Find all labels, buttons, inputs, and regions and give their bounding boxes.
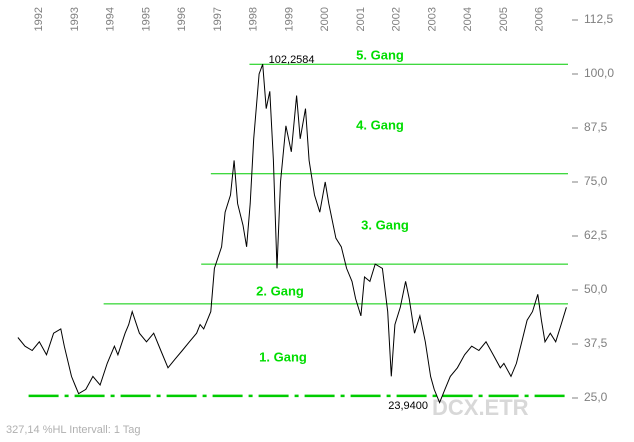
- x-tick-label: 1995: [140, 7, 152, 31]
- y-tick-label: 25,0: [584, 390, 608, 404]
- footer: 327,14 %HL Intervall: 1 Tag: [6, 424, 141, 436]
- x-tick-label: 1996: [176, 7, 188, 31]
- x-tick-label: 1994: [105, 7, 117, 31]
- y-tick-label: 75,0: [584, 174, 608, 188]
- extreme-label: 102,2584: [269, 54, 315, 66]
- x-tick-label: 2005: [498, 7, 510, 31]
- x-tick-label: 1997: [212, 7, 224, 31]
- x-tick-label: 1993: [69, 7, 81, 31]
- x-tick-label: 2004: [462, 7, 474, 31]
- y-tick-label: 37,5: [584, 336, 608, 350]
- y-tick-label: 62,5: [584, 228, 608, 242]
- symbol-watermark: DCX.ETR: [432, 395, 529, 420]
- x-tick-label: 1998: [248, 7, 260, 31]
- x-tick-label: 2006: [534, 7, 546, 31]
- price-line: [17, 64, 567, 404]
- gang-label: 5. Gang: [356, 47, 404, 62]
- gang-label: 2. Gang: [256, 283, 304, 298]
- y-tick-label: 50,0: [584, 282, 608, 296]
- gang-label: 1. Gang: [259, 349, 307, 364]
- x-tick-label: 1992: [33, 7, 45, 31]
- x-tick-label: 2003: [426, 7, 438, 31]
- y-tick-label: 100,0: [584, 66, 614, 80]
- x-tick-label: 2001: [355, 7, 367, 31]
- x-tick-label: 1999: [283, 7, 295, 31]
- y-tick-label: 112,5: [584, 12, 613, 26]
- y-tick-label: 87,5: [584, 120, 608, 134]
- extreme-label: 23,9400: [388, 400, 428, 412]
- x-tick-label: 2000: [319, 7, 331, 31]
- gang-label: 3. Gang: [361, 217, 409, 232]
- x-tick-label: 2002: [391, 7, 403, 31]
- gang-label: 4. Gang: [356, 117, 404, 132]
